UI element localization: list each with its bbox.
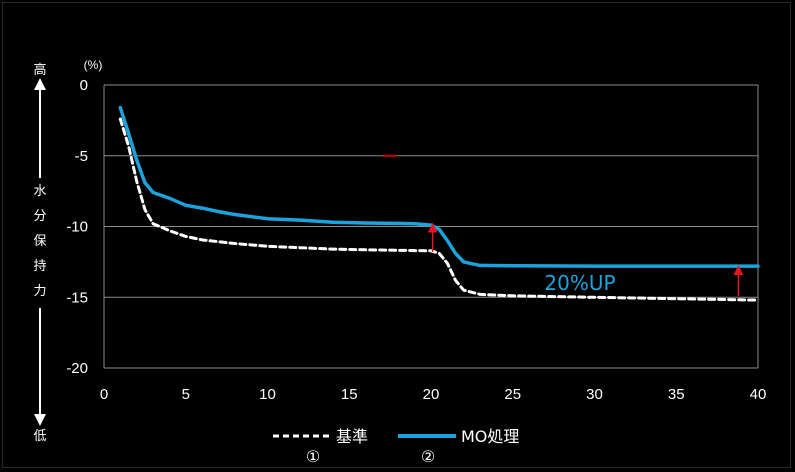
- axis-side-char: 力: [33, 284, 46, 299]
- x-tick-label: 15: [341, 386, 358, 403]
- legend-marker-mo: ②: [421, 447, 435, 466]
- x-tick-label: 40: [750, 386, 767, 403]
- legend-label-baseline: 基準: [336, 427, 368, 446]
- axis-high-label: 高: [33, 62, 46, 78]
- chart-frame: [2, 2, 791, 468]
- axis-side-char: 持: [33, 259, 46, 274]
- y-tick-label: -20: [66, 360, 88, 377]
- series-lines: [118, 105, 760, 302]
- improvement-arrows: [383, 154, 744, 296]
- y-tick-labels: 0 -5 -10 -15 -20: [66, 77, 88, 377]
- y-tick-label: -15: [66, 289, 88, 306]
- y-tick-label: 0: [80, 77, 88, 94]
- x-tick-label: 35: [668, 386, 685, 403]
- y-unit-label: (%): [84, 58, 103, 72]
- axis-low-label: 低: [33, 429, 46, 444]
- gridlines: [103, 84, 759, 369]
- y-tick-label: -5: [75, 148, 88, 165]
- x-tick-label: 0: [100, 386, 108, 403]
- x-tick-labels: 0 5 10 15 20 25 30 35 40: [100, 386, 767, 403]
- axis-side-label-bg: [28, 178, 52, 308]
- x-tick-label: 5: [182, 386, 190, 403]
- legend-marker-baseline: ①: [306, 447, 320, 466]
- axis-side-char: 保: [33, 234, 46, 249]
- legend-label-mo: MO処理: [461, 427, 519, 446]
- axis-side-char: 水: [33, 184, 46, 199]
- annotation-20pct-up: 20%UP: [544, 271, 615, 295]
- x-tick-label: 30: [586, 386, 603, 403]
- axis-side-char: 分: [33, 209, 46, 224]
- y-tick-label: -10: [66, 219, 88, 236]
- legend: 基準 ① MO処理 ②: [273, 427, 519, 466]
- series-line-mo: [118, 105, 760, 268]
- x-tick-label: 25: [504, 386, 521, 403]
- x-tick-label: 20: [423, 386, 440, 403]
- series-line-baseline: [118, 117, 760, 302]
- x-tick-label: 10: [259, 386, 276, 403]
